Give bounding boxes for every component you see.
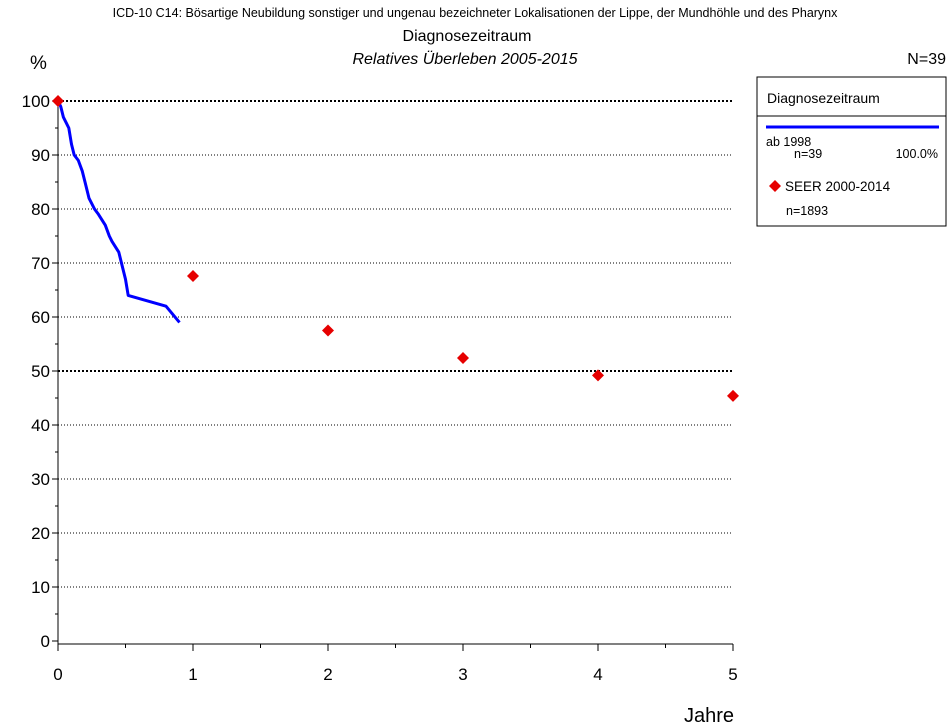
legend-entry-1-n: n=39 (794, 147, 822, 161)
seer-point-year-1 (187, 269, 199, 282)
y-tick-label: 0 (41, 632, 50, 651)
y-tick-label: 60 (31, 308, 50, 327)
plot-area (52, 95, 739, 402)
legend-entry-2-label: SEER 2000-2014 (785, 179, 891, 194)
axes: 0 10 20 30 40 50 60 70 80 90 100 0 1 2 3 4 5 (22, 92, 738, 684)
n-total-label: N=39 (907, 51, 946, 68)
legend-title: Diagnosezeitraum (767, 90, 880, 106)
x-tick-label: 4 (593, 665, 602, 684)
y-tick-label: 10 (31, 578, 50, 597)
y-tick-label: 50 (31, 362, 50, 381)
legend-box (756, 76, 947, 227)
x-tick-label: 1 (188, 665, 197, 684)
seer-point-year-5 (727, 389, 739, 402)
x-axis-label: Jahre (684, 705, 734, 726)
seer-point-year-0 (52, 95, 64, 107)
y-tick-label: 20 (31, 524, 50, 543)
legend-diamond-swatch (769, 180, 781, 192)
chart-title: Diagnosezeitraum (403, 28, 532, 45)
y-tick-label: 40 (31, 416, 50, 435)
y-tick-label: 90 (31, 146, 50, 165)
y-tick-label: 80 (31, 200, 50, 219)
legend-entry-1-label: ab 1998 (766, 135, 811, 149)
legend-entry-2-n: n=1893 (786, 204, 828, 218)
seer-point-year-2 (322, 324, 334, 337)
chart-suptitle: ICD-10 C14: Bösartige Neubildung sonstig… (113, 6, 839, 20)
y-tick-label: 100 (22, 92, 50, 111)
chart-subtitle: Relatives Überleben 2005-2015 (352, 50, 577, 68)
y-tick-label: 70 (31, 254, 50, 273)
seer-point-year-4 (592, 369, 604, 382)
y-tick-label: 30 (31, 470, 50, 489)
x-tick-label: 5 (728, 665, 737, 684)
x-tick-label: 0 (53, 665, 62, 684)
legend: Diagnosezeitraum ab 1998 n=39 100.0% SEE… (756, 76, 947, 227)
x-tick-label: 3 (458, 665, 467, 684)
y-axis-label: % (30, 53, 47, 74)
grid (58, 100, 733, 588)
x-tick-label: 2 (323, 665, 332, 684)
legend-entry-1-pct: 100.0% (896, 147, 938, 161)
series-line-ab-1998 (56, 100, 181, 324)
seer-point-year-3 (457, 352, 469, 365)
